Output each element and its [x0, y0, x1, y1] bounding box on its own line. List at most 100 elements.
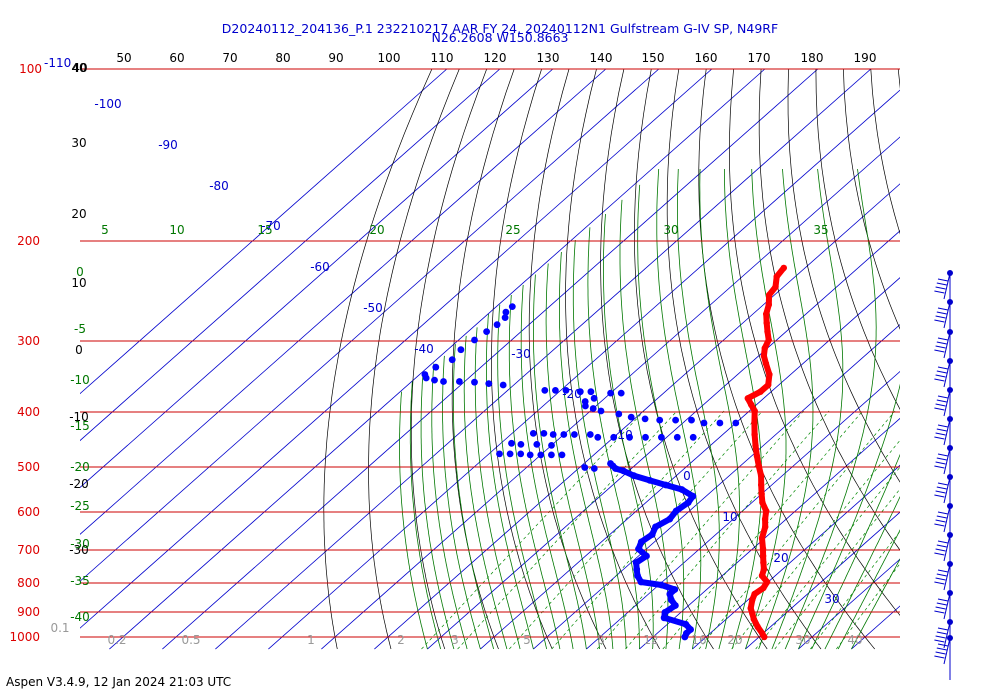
top-temp-tick: 50	[116, 51, 131, 65]
dry-adiabat	[368, 69, 460, 650]
dewpoint-point	[652, 523, 659, 531]
temperature-point	[753, 452, 761, 460]
top-temp-tick: 100	[378, 51, 401, 65]
wind-barb-feather	[935, 651, 946, 655]
dewpoint-scatter-point	[581, 464, 589, 471]
pressure-label: 200	[17, 234, 40, 248]
dewpoint-scatter-point	[610, 433, 618, 441]
temperature-point	[758, 535, 766, 542]
pressure-label: 600	[17, 505, 40, 519]
moist-adiabat	[837, 529, 900, 650]
chart-title: D20240112_204136_P.1 232210217 AAR FY 24…	[222, 21, 778, 36]
temperature-point	[764, 328, 771, 335]
dewpoint-point	[648, 531, 656, 538]
left-temp-tick: 30	[71, 136, 86, 150]
wind-barb-feather	[934, 494, 945, 498]
temperature-point	[759, 630, 766, 637]
temperature-point	[761, 515, 769, 523]
temperature-point	[780, 264, 787, 272]
moist-adiabat	[431, 363, 468, 650]
mixing-ratio-label: 30	[795, 633, 810, 647]
moist-adiabat	[486, 313, 534, 650]
moist-adiabat-lines	[399, 168, 900, 650]
dewpoint-point	[661, 609, 669, 616]
moist-adiabat	[851, 558, 900, 650]
isotherm-line	[851, 605, 900, 650]
mixing-ratio-label: 8	[597, 633, 605, 647]
isotherm-line	[215, 69, 872, 650]
temperature-point	[760, 559, 767, 566]
temperature-point	[758, 481, 765, 489]
temperature-point	[751, 407, 758, 415]
dewpoint-scatter-point	[558, 451, 566, 459]
pressure-label: 900	[17, 605, 40, 619]
moist-adiabat	[677, 168, 720, 650]
wind-barb-feather	[936, 311, 947, 315]
dewpoint-scatter-point	[658, 433, 665, 441]
dewpoint-point	[646, 477, 654, 484]
wind-barb-feather	[936, 544, 947, 548]
dewpoint-point	[687, 626, 694, 633]
wind-barb-feather	[934, 581, 945, 585]
wind-barb-feather	[934, 290, 945, 294]
wind-barb-shaft	[943, 418, 951, 446]
temperature-point	[757, 388, 764, 395]
dry-adiabat-label: -40	[70, 610, 90, 624]
mixing-ratio-label: 0.5	[181, 633, 200, 647]
wind-barb-shaft	[943, 592, 951, 620]
isotherm-line	[374, 183, 900, 650]
dewpoint-scatter-point	[501, 314, 509, 321]
wind-barb-shaft	[943, 272, 951, 300]
left-temp-tick: -30	[69, 543, 89, 557]
temperature-point	[751, 590, 758, 598]
moist-adiabat	[533, 274, 587, 650]
isotherm-line	[80, 69, 660, 582]
isotherm-line	[80, 69, 607, 535]
wind-barb-shaft	[943, 301, 951, 329]
isotherm-line	[268, 89, 900, 650]
wind-barb-feather	[937, 366, 949, 370]
dewpoint-point	[630, 472, 638, 480]
mixing-ratio-line	[457, 410, 678, 650]
dewpoint-scatter-point	[485, 380, 493, 387]
wind-barb	[934, 418, 951, 446]
wind-barb-feather	[934, 465, 945, 469]
isotherm-line	[745, 511, 900, 650]
pressure-extra-label: -110	[44, 56, 71, 70]
mixing-ratio-label: 1	[307, 633, 315, 647]
temperature-point	[766, 371, 773, 378]
isotherm-label: 20	[773, 551, 788, 565]
isotherm-line	[957, 69, 1000, 649]
wind-barb	[934, 637, 951, 665]
dewpoint-scatter-point	[615, 410, 623, 418]
mixing-ratio-label: 12	[643, 633, 658, 647]
dewpoint-point	[667, 596, 675, 604]
isotherm-line	[80, 69, 501, 442]
wind-barb-feather	[935, 519, 946, 523]
temperature-point	[755, 462, 762, 470]
moist-adiabat	[559, 251, 614, 650]
moist-adiabat	[508, 294, 561, 650]
wind-barb-feather	[937, 540, 949, 544]
dewpoint-scatter-point	[456, 378, 463, 385]
temperature-profile	[744, 264, 787, 641]
dewpoint-scatter-point	[688, 416, 695, 424]
dry-adiabat	[843, 69, 900, 330]
temperature-point	[763, 578, 771, 586]
temperature-point	[773, 273, 780, 280]
left-temp-tick: 20	[71, 207, 86, 221]
pressure-label: 700	[17, 543, 40, 557]
dewpoint-scatter-point	[589, 405, 597, 412]
temperature-point	[762, 523, 769, 531]
dry-adiabat	[870, 69, 900, 235]
dewpoint-scatter-point	[552, 387, 559, 394]
mixing-ratio-label: 5	[523, 633, 531, 647]
dry-adiabat	[451, 69, 515, 650]
temperature-point	[765, 381, 772, 389]
temperature-point	[762, 360, 770, 367]
dewpoint-point	[666, 590, 674, 598]
dry-adiabat-label: 0	[76, 265, 84, 279]
dewpoint-scatter-point	[502, 308, 510, 316]
dewpoint-point	[672, 602, 679, 609]
dry-adiabat	[729, 69, 900, 616]
